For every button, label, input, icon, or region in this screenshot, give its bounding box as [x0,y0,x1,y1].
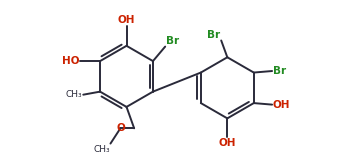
Text: CH₃: CH₃ [66,90,82,99]
Text: O: O [116,123,125,133]
Text: OH: OH [273,100,290,110]
Text: HO: HO [62,56,79,66]
Text: OH: OH [219,138,236,148]
Text: CH₃: CH₃ [93,145,110,154]
Text: Br: Br [207,30,220,40]
Text: OH: OH [118,15,135,25]
Text: Br: Br [273,66,286,76]
Text: Br: Br [166,36,179,46]
